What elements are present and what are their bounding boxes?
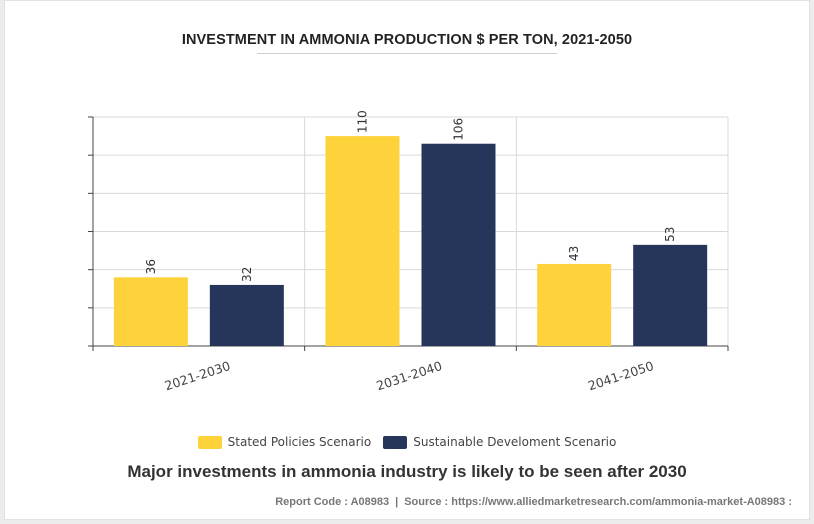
bar-value-label: 43 [567, 246, 581, 261]
bar-sustainable-development [209, 284, 284, 346]
bar-value-label: 36 [144, 259, 158, 274]
legend-swatch-sustainable-development [383, 435, 408, 449]
legend-label-sustainable-development: Sustainable Develoment Scenario [413, 435, 617, 449]
bar-stated-policies [325, 136, 400, 346]
bar-sustainable-development [633, 244, 708, 346]
bar-value-label: 106 [452, 118, 466, 141]
chart-title: INVESTMENT IN AMMONIA PRODUCTION $ PER T… [181, 32, 633, 48]
source-line: Report Code : A08983 | Source : https://ww… [275, 496, 792, 508]
legend-item-sustainable-development[interactable]: Sustainable Develoment Scenario [383, 435, 616, 449]
bar-chart: 36 32 2021-2030 110 106 2031-2040 43 53 2041-205… [88, 110, 729, 393]
bar-value-label: 53 [663, 227, 677, 242]
bar-stated-policies [537, 263, 612, 346]
x-axis-category-label: 2031-2040 [374, 358, 443, 393]
legend-swatch-stated-policies [197, 435, 222, 449]
chart-caption: Major investments in ammonia industry is… [127, 462, 687, 481]
x-axis-category-label: 2021-2030 [163, 358, 232, 393]
source-text: Source : https://www.alliedmarketresearc… [404, 496, 792, 508]
legend-item-stated-policies[interactable]: Stated Policies Scenario [197, 435, 372, 449]
report-code: Report Code : A08983 [275, 496, 390, 508]
x-axis-category-label: 2041-2050 [586, 358, 655, 393]
bar-stated-policies [113, 277, 188, 346]
bar-sustainable-development [421, 143, 496, 346]
bar-value-label: 32 [240, 267, 254, 282]
title-underline [257, 53, 557, 54]
bar-value-label: 110 [356, 110, 370, 133]
legend-label-stated-policies: Stated Policies Scenario [227, 435, 372, 449]
chart-legend: Stated Policies Scenario Sustainable Dev… [0, 435, 814, 449]
source-separator: | [395, 496, 399, 508]
